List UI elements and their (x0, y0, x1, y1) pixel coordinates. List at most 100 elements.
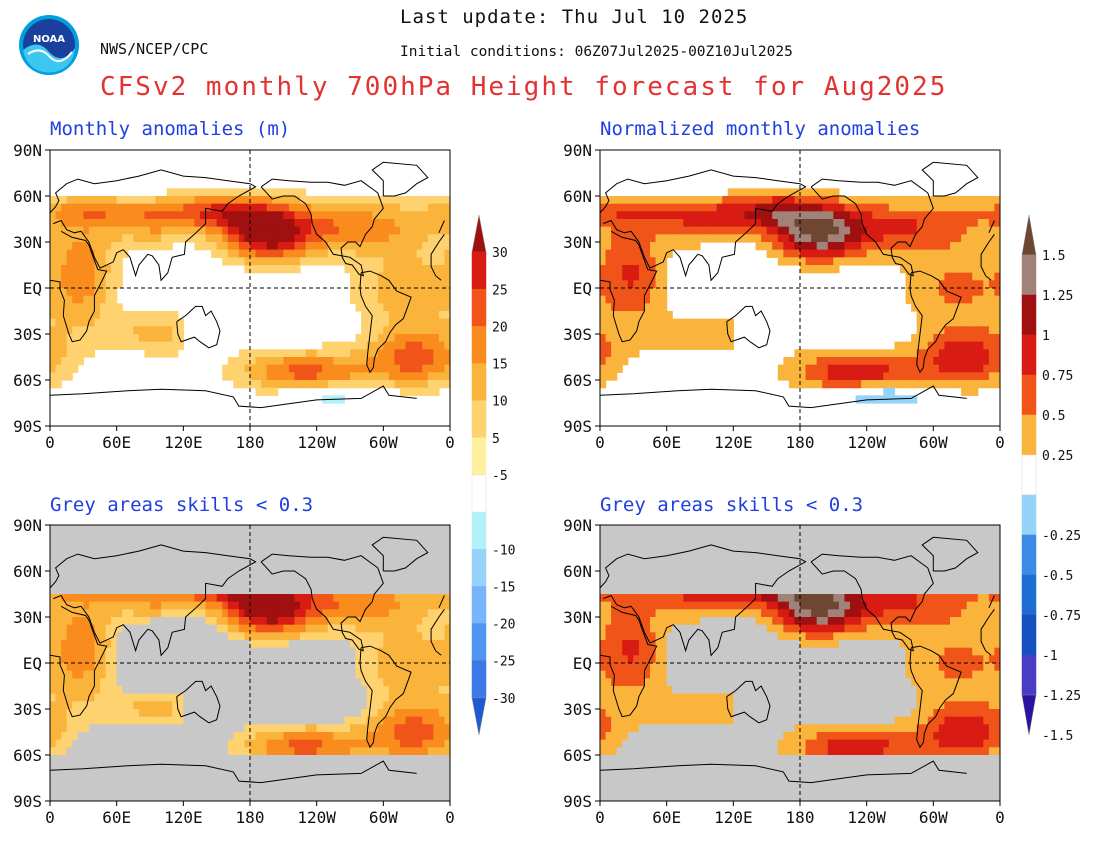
colorbar-segment (1021, 494, 1037, 536)
lat-tick-label: 60N (13, 562, 42, 581)
lon-tick-label: 0 (45, 433, 55, 452)
agency-label: NWS/NCEP/CPC (100, 40, 209, 58)
colorbar-segment (471, 586, 487, 624)
colorbar-segment (471, 437, 487, 476)
colorbar-label: 30 (492, 246, 508, 261)
colorbar-label: -0.5 (1042, 569, 1073, 584)
colorbar-segment (1021, 454, 1037, 496)
colorbar-segment (471, 623, 487, 661)
lat-tick-label: 30N (563, 608, 592, 627)
lon-tick-label: 180 (236, 433, 265, 452)
colorbar-label: 0.75 (1042, 369, 1073, 384)
lat-tick-label: 30S (563, 325, 592, 344)
lon-tick-label: 60W (919, 433, 948, 452)
colorbar-segment (1021, 374, 1037, 416)
lat-tick-label: 60S (563, 371, 592, 390)
coastlines (600, 536, 995, 784)
colorbar-segment (471, 400, 487, 439)
colorbar-segment (471, 363, 487, 401)
lat-tick-label: 90N (563, 141, 592, 160)
colorbar-segment (1021, 534, 1037, 576)
anomaly-field (50, 525, 450, 801)
colorbar-segment (1021, 414, 1037, 456)
lon-tick-label: 0 (595, 808, 605, 827)
noaa-logo: NOAA (19, 15, 79, 75)
colorbar-label: -1 (1042, 649, 1058, 664)
lat-tick-label: EQ (23, 654, 42, 673)
lon-tick-label: 0 (45, 808, 55, 827)
colorbar-segment (471, 474, 487, 513)
anomaly-field (600, 188, 1000, 404)
lon-tick-label: 120E (714, 433, 753, 452)
lon-tick-label: 120W (297, 808, 336, 827)
lon-tick-label: 0 (445, 808, 455, 827)
last-update-label: Last update: Thu Jul 10 2025 (400, 6, 749, 28)
colorbar-segment (1021, 294, 1037, 336)
colorbar-segment (471, 326, 487, 364)
panel-title-normalized-masked: Grey areas skills < 0.3 (600, 494, 864, 516)
colorbar-label: 1.25 (1042, 289, 1073, 304)
initial-conditions-label: Initial conditions: 06Z07Jul2025-00Z10Ju… (400, 44, 793, 60)
anomaly-field (50, 188, 450, 404)
lat-tick-label: 30N (563, 233, 592, 252)
lon-tick-label: 180 (786, 433, 815, 452)
lat-tick-label: 30N (13, 233, 42, 252)
colorbar-label: -0.25 (1042, 529, 1081, 544)
lon-tick-label: 0 (595, 433, 605, 452)
panel-title-anomaly-masked: Grey areas skills < 0.3 (50, 494, 314, 516)
colorbar-label: 0.5 (1042, 409, 1065, 424)
colorbar-label: -0.75 (1042, 609, 1081, 624)
lon-tick-label: 60E (102, 808, 131, 827)
colorbar-label: 1.5 (1042, 249, 1065, 264)
colorbar-label: -30 (492, 692, 515, 707)
main-title: CFSv2 monthly 700hPa Height forecast for… (100, 72, 948, 102)
colorbar-segment (471, 511, 487, 550)
colorbar-segment (1021, 574, 1037, 616)
lon-tick-label: 120E (164, 808, 203, 827)
colorbar-segment (471, 251, 487, 290)
lon-tick-label: 120W (847, 808, 886, 827)
svg-text:NOAA: NOAA (33, 34, 65, 45)
lon-tick-label: 120E (164, 433, 203, 452)
colorbar-label: -20 (492, 618, 515, 633)
lon-tick-label: 120W (297, 433, 336, 452)
lat-tick-label: 90S (13, 792, 42, 811)
colorbar-label: -15 (492, 580, 515, 595)
colorbar-label: 15 (492, 358, 508, 373)
lon-tick-label: 120E (714, 808, 753, 827)
lon-tick-label: 0 (995, 433, 1005, 452)
colorbar-label: 1 (1042, 329, 1050, 344)
colorbar-segment (471, 549, 487, 587)
colorbar-segment (1021, 694, 1037, 736)
lat-tick-label: EQ (23, 279, 42, 298)
colorbar-segment (1021, 614, 1037, 656)
lat-tick-label: EQ (573, 654, 592, 673)
colorbar-label: -1.25 (1042, 689, 1081, 704)
lat-tick-label: 90S (563, 792, 592, 811)
colorbar-label: 25 (492, 283, 508, 298)
lat-tick-label: 30S (13, 700, 42, 719)
colorbar-segment (1021, 214, 1037, 256)
anomaly-field (600, 525, 1000, 801)
colorbar-label: 20 (492, 320, 508, 335)
colorbar-label: -5 (492, 469, 508, 484)
colorbar-segment (471, 214, 487, 253)
colorbar-segment (1021, 654, 1037, 696)
panel-title-normalized: Normalized monthly anomalies (600, 118, 921, 140)
lon-tick-label: 180 (786, 808, 815, 827)
lat-tick-label: 90N (13, 516, 42, 535)
colorbar-label: -10 (492, 543, 515, 558)
lon-tick-label: 60E (652, 433, 681, 452)
lat-tick-label: EQ (573, 279, 592, 298)
lon-tick-label: 60W (369, 808, 398, 827)
lat-tick-label: 60N (563, 187, 592, 206)
height-anomaly-scale: 30 25 20 15 10 5 -5 -10 -15 -20 -25 -30 (471, 214, 515, 736)
lat-tick-label: 60S (563, 746, 592, 765)
lat-tick-label: 60N (563, 562, 592, 581)
